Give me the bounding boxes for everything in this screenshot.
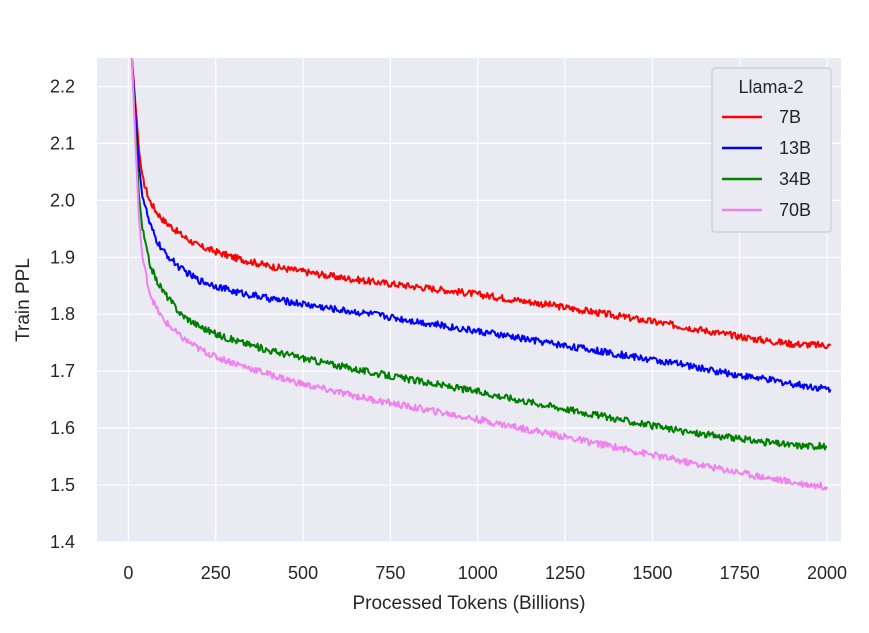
series-line-34B: [130, 58, 828, 451]
x-tick-label: 2000: [807, 563, 847, 583]
y-tick-label: 1.7: [50, 361, 75, 381]
legend-box: [711, 67, 832, 233]
x-tick-label: 1000: [458, 563, 498, 583]
y-tick-label: 1.8: [50, 304, 75, 324]
x-tick-label: 750: [375, 563, 405, 583]
x-tick-label: 1750: [720, 563, 760, 583]
y-tick-label: 1.6: [50, 418, 75, 438]
y-axis-ticks: 1.4 1.5 1.6 1.7 1.8 1.9 2.0 2.1 2.2: [50, 76, 75, 552]
y-tick-label: 1.5: [50, 475, 75, 495]
legend-title: Llama-2: [738, 77, 803, 97]
legend-label: 70B: [779, 200, 811, 220]
x-axis-title: Processed Tokens (Billions): [352, 593, 585, 614]
x-tick-label: 250: [201, 563, 231, 583]
y-tick-label: 1.4: [50, 532, 75, 552]
legend-label: 7B: [779, 107, 801, 127]
series-line-7B: [130, 58, 832, 350]
y-tick-label: 2.1: [50, 133, 75, 153]
legend-label: 13B: [779, 138, 811, 158]
y-tick-label: 2.0: [50, 190, 75, 210]
x-axis-ticks: 0 250 500 750 1000 1250 1500 1750 2000: [123, 563, 847, 583]
x-tick-label: 0: [123, 563, 133, 583]
x-tick-label: 500: [288, 563, 318, 583]
series-lines: [130, 58, 832, 491]
x-tick-label: 1250: [545, 563, 585, 583]
legend-label: 34B: [779, 169, 811, 189]
x-tick-label: 1500: [632, 563, 672, 583]
series-line-13B: [130, 58, 832, 393]
legend: Llama-2 7B 13B 34B 70B: [711, 67, 832, 233]
y-tick-label: 2.2: [50, 76, 75, 96]
y-tick-label: 1.9: [50, 247, 75, 267]
y-axis-title: Train PPL: [13, 258, 34, 342]
series-line-70B: [130, 58, 828, 491]
